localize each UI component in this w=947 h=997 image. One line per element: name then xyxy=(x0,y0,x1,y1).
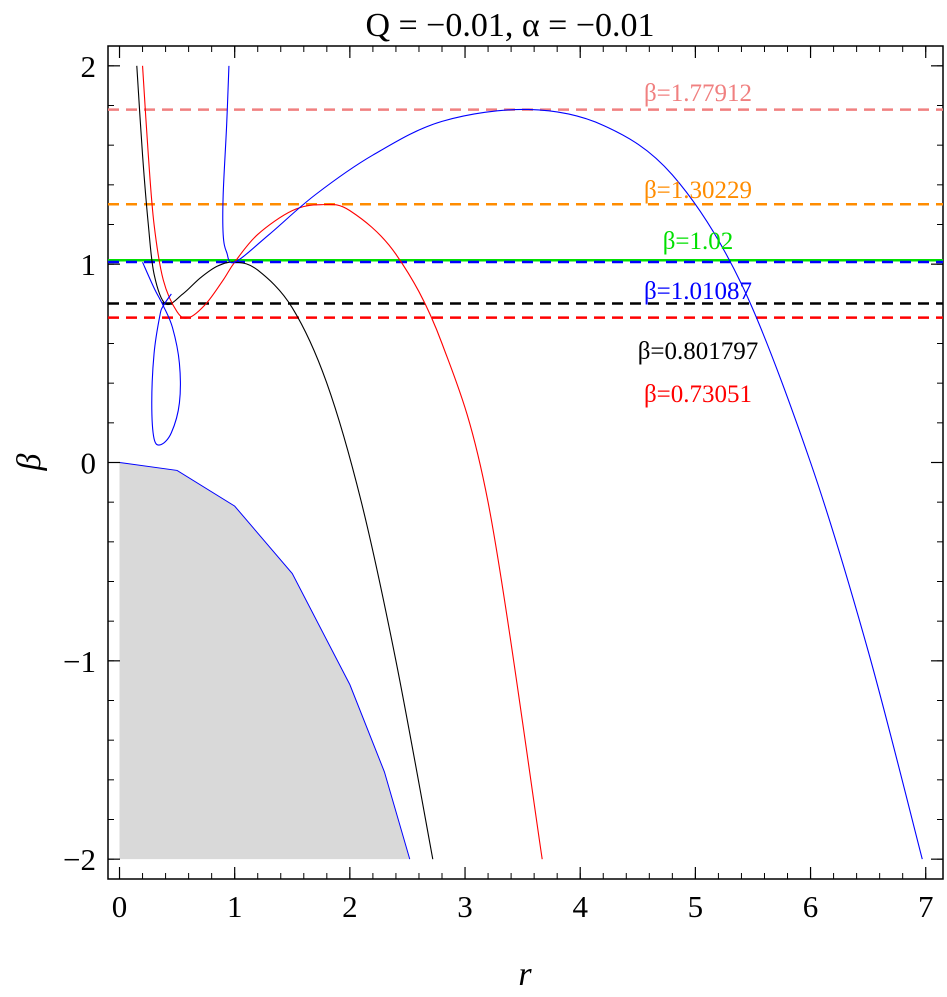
reference-label-3: β=1.01087 xyxy=(644,278,752,305)
x-tick-label: 6 xyxy=(803,889,819,924)
reference-label-4: β=0.801797 xyxy=(638,338,759,365)
reference-label-2: β=1.02 xyxy=(663,228,734,255)
series-curve-3 xyxy=(142,261,181,446)
x-tick-label: 1 xyxy=(227,889,243,924)
reference-labels: β=1.77912 β=1.30229 β=1.02 β=1.01087 β=0.801… xyxy=(638,80,759,408)
y-tick-label: −2 xyxy=(63,842,96,877)
x-tick-label: 5 xyxy=(688,889,704,924)
x-axis-label: r xyxy=(518,956,532,993)
reference-label-0: β=1.77912 xyxy=(644,80,752,107)
x-tick-label: 4 xyxy=(572,889,588,924)
y-tick-label: −1 xyxy=(63,644,96,679)
x-tick-label: 0 xyxy=(112,889,128,924)
plot-area: 0 1 2 3 4 5 6 7 −2 −1 0 1 2 β=1.77912 β=1.30229 β=1.02… xyxy=(63,45,944,924)
series-curve-1 xyxy=(142,65,543,860)
y-tick-label: 1 xyxy=(81,247,97,282)
axis-ticks: 0 1 2 3 4 5 6 7 −2 −1 0 1 2 xyxy=(63,46,943,924)
shaded-boundary xyxy=(119,462,411,860)
shaded-area xyxy=(119,462,410,860)
x-tick-label: 7 xyxy=(918,889,934,924)
chart-title: Q = −0.01, α = −0.01 xyxy=(365,7,654,44)
y-tick-label: 2 xyxy=(81,49,97,84)
shaded-region xyxy=(119,462,411,860)
series-curves xyxy=(136,65,923,860)
y-axis-label: β xyxy=(11,453,48,471)
y-tick-label: 0 xyxy=(81,446,97,481)
reference-label-5: β=0.73051 xyxy=(644,381,752,408)
series-curve-2 xyxy=(222,65,923,860)
reference-lines xyxy=(108,108,943,319)
reference-label-1: β=1.30229 xyxy=(644,177,752,204)
x-tick-label: 3 xyxy=(457,889,473,924)
x-tick-label: 2 xyxy=(342,889,358,924)
